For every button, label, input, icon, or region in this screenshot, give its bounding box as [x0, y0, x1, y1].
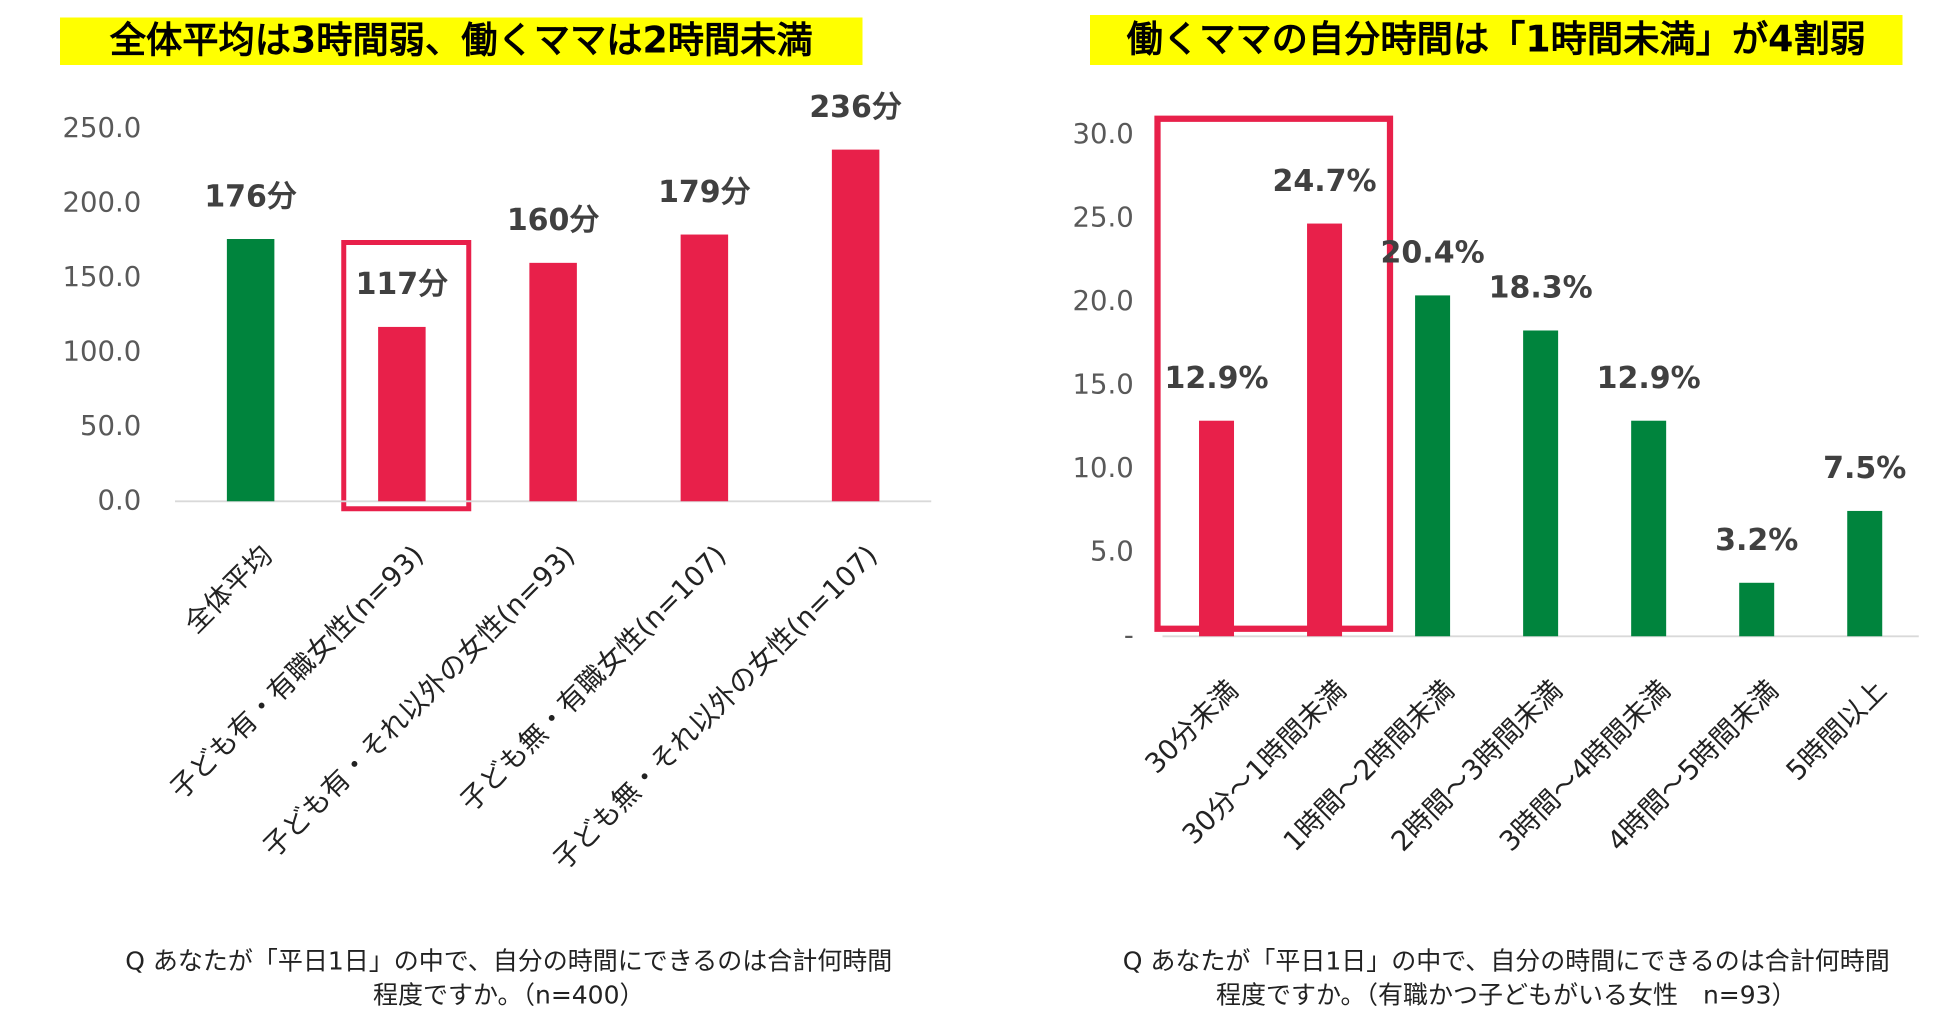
footnote: Q あなたが「平日1日」の中で、自分の時間にできるのは合計何時間: [125, 947, 892, 976]
bar: [529, 262, 577, 502]
value-label: 18.3%: [1489, 271, 1593, 306]
x-tick-label: 子ども無・有職女性(n=107): [454, 539, 733, 818]
bar: [226, 239, 275, 502]
y-tick-label: 5.0: [1090, 536, 1134, 568]
y-tick-label: 30.0: [1073, 118, 1134, 150]
value-label: 24.7%: [1273, 164, 1377, 199]
value-label: 160分: [507, 203, 600, 238]
bar: [831, 149, 880, 502]
value-label: 236分: [809, 90, 902, 125]
y-tick-label: 20.0: [1073, 285, 1134, 317]
bar: [1415, 295, 1451, 637]
y-tick-label: -: [1124, 619, 1134, 651]
bar: [1199, 420, 1235, 637]
title-highlight: [1090, 15, 1903, 66]
bar: [1631, 420, 1667, 637]
value-label: 12.9%: [1597, 361, 1701, 396]
y-tick-label: 200.0: [63, 186, 142, 218]
x-tick-label: 30分未満: [1139, 674, 1245, 780]
value-label: 12.9%: [1164, 361, 1268, 396]
x-tick-label: 子ども無・それ以外の女性(n=107): [547, 539, 884, 876]
highlight-box: [341, 240, 472, 512]
x-tick-label: 全体平均: [178, 539, 278, 639]
bar: [1739, 582, 1775, 637]
footnote: 程度ですか。（n=400）: [373, 980, 645, 1009]
chart-title: 全体平均は3時間弱、働くママは2時間未満: [109, 19, 813, 62]
y-tick-label: 250.0: [63, 112, 142, 144]
value-label: 20.4%: [1381, 236, 1485, 271]
highlight-box: [1154, 115, 1394, 632]
y-tick-label: 0.0: [98, 484, 142, 516]
y-tick-label: 10.0: [1073, 452, 1134, 484]
chart-title: 働くママの自分時間は「1時間未満」が4割弱: [1127, 17, 1866, 60]
bar: [1847, 510, 1883, 637]
x-tick-label: 5時間以上: [1780, 674, 1893, 787]
footnote: Q あなたが「平日1日」の中で、自分の時間にできるのは合計何時間: [1123, 947, 1890, 976]
value-label: 176分: [204, 179, 297, 214]
y-tick-label: 25.0: [1073, 202, 1134, 234]
bar: [680, 234, 729, 502]
value-label: 3.2%: [1715, 523, 1798, 558]
bar: [1523, 330, 1559, 637]
bar: [378, 326, 426, 502]
y-tick-label: 50.0: [80, 410, 141, 442]
y-tick-label: 100.0: [63, 335, 142, 367]
y-tick-label: 15.0: [1073, 369, 1134, 401]
x-tick-label: 子ども有・有職女性(n=93): [164, 539, 430, 805]
value-label: 179分: [658, 175, 751, 210]
y-tick-label: 150.0: [63, 261, 142, 293]
value-label: 117分: [356, 267, 449, 302]
bar: [1307, 223, 1343, 637]
x-tick-label: 子ども有・それ以外の女性(n=93): [257, 539, 582, 864]
footnote: 程度ですか。（有職かつ子どもがいる女性 n=93）: [1216, 980, 1797, 1009]
title-highlight: [60, 17, 863, 66]
value-label: 7.5%: [1823, 451, 1906, 486]
